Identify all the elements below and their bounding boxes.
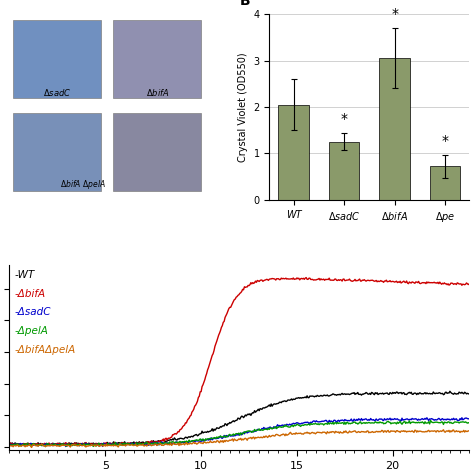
- -ΔsadC: [466, 416, 472, 422]
- Bar: [13, 20, 101, 98]
- -ΔsadC: [459, 415, 465, 420]
- -WT: [384, 390, 390, 396]
- Text: -ΔsadC: -ΔsadC: [14, 308, 51, 318]
- -ΔpelA: [43, 444, 48, 449]
- -ΔbifA: [256, 279, 262, 284]
- -ΔbifAΔpelA: [256, 435, 262, 440]
- Text: $\Delta$bifA: $\Delta$bifA: [146, 87, 169, 98]
- -WT: [457, 390, 463, 395]
- -ΔbifAΔpelA: [281, 431, 287, 437]
- -WT: [228, 419, 234, 425]
- -WT: [7, 441, 12, 447]
- -ΔbifA: [303, 275, 309, 281]
- Bar: [379, 58, 410, 200]
- -ΔbifA: [457, 281, 463, 287]
- Text: -WT: -WT: [14, 270, 34, 280]
- Bar: [329, 142, 359, 200]
- -ΔsadC: [63, 444, 69, 449]
- Text: B: B: [239, 0, 250, 8]
- Line: -ΔsadC: -ΔsadC: [9, 418, 469, 447]
- -ΔpelA: [228, 432, 234, 438]
- -ΔpelA: [428, 418, 433, 423]
- Bar: [113, 112, 201, 191]
- -ΔpelA: [7, 441, 12, 447]
- -WT: [256, 408, 262, 413]
- -ΔbifAΔpelA: [384, 428, 390, 434]
- Text: *: *: [391, 7, 398, 21]
- Text: $\Delta$sadC: $\Delta$sadC: [43, 87, 72, 98]
- -ΔbifAΔpelA: [7, 443, 12, 449]
- -ΔpelA: [281, 423, 287, 428]
- Bar: [278, 105, 309, 200]
- -ΔsadC: [228, 433, 234, 438]
- -ΔpelA: [384, 419, 390, 424]
- -WT: [466, 391, 472, 397]
- Bar: [430, 166, 460, 200]
- -ΔbifAΔpelA: [29, 445, 35, 450]
- -ΔbifA: [281, 276, 287, 282]
- -ΔsadC: [226, 433, 232, 439]
- -ΔsadC: [281, 422, 287, 428]
- -ΔpelA: [256, 426, 262, 432]
- -ΔsadC: [384, 416, 390, 421]
- -ΔbifAΔpelA: [228, 437, 234, 443]
- -ΔsadC: [256, 427, 262, 432]
- Bar: [113, 20, 201, 98]
- -ΔsadC: [7, 441, 12, 447]
- -ΔbifAΔpelA: [226, 438, 232, 444]
- Line: -ΔpelA: -ΔpelA: [9, 420, 469, 447]
- Text: *: *: [441, 134, 448, 148]
- Text: $\Delta$bifA $\Delta$pelA: $\Delta$bifA $\Delta$pelA: [60, 177, 107, 191]
- -ΔbifA: [466, 281, 472, 287]
- -WT: [447, 388, 453, 394]
- -ΔpelA: [466, 420, 472, 426]
- Line: -WT: -WT: [9, 391, 469, 446]
- Bar: [13, 112, 101, 191]
- -ΔpelA: [457, 419, 463, 425]
- Line: -ΔbifAΔpelA: -ΔbifAΔpelA: [9, 430, 469, 447]
- Line: -ΔbifA: -ΔbifA: [9, 278, 469, 446]
- -ΔbifAΔpelA: [466, 428, 472, 434]
- -ΔbifA: [226, 306, 232, 311]
- Y-axis label: Crystal Violet (OD550): Crystal Violet (OD550): [238, 52, 248, 162]
- Text: -ΔpelA: -ΔpelA: [14, 326, 48, 336]
- -ΔpelA: [226, 432, 232, 438]
- -ΔbifA: [228, 302, 234, 308]
- -WT: [281, 398, 287, 404]
- -WT: [75, 443, 81, 448]
- -ΔbifAΔpelA: [441, 427, 447, 433]
- -ΔbifA: [385, 279, 391, 284]
- -WT: [226, 421, 232, 427]
- Text: -ΔbifAΔpelA: -ΔbifAΔpelA: [14, 345, 75, 355]
- Text: -ΔbifA: -ΔbifA: [14, 289, 45, 299]
- Text: *: *: [340, 112, 347, 127]
- -ΔbifA: [7, 440, 12, 446]
- -ΔbifA: [47, 443, 53, 448]
- -ΔbifAΔpelA: [457, 429, 463, 435]
- -ΔsadC: [456, 418, 462, 423]
